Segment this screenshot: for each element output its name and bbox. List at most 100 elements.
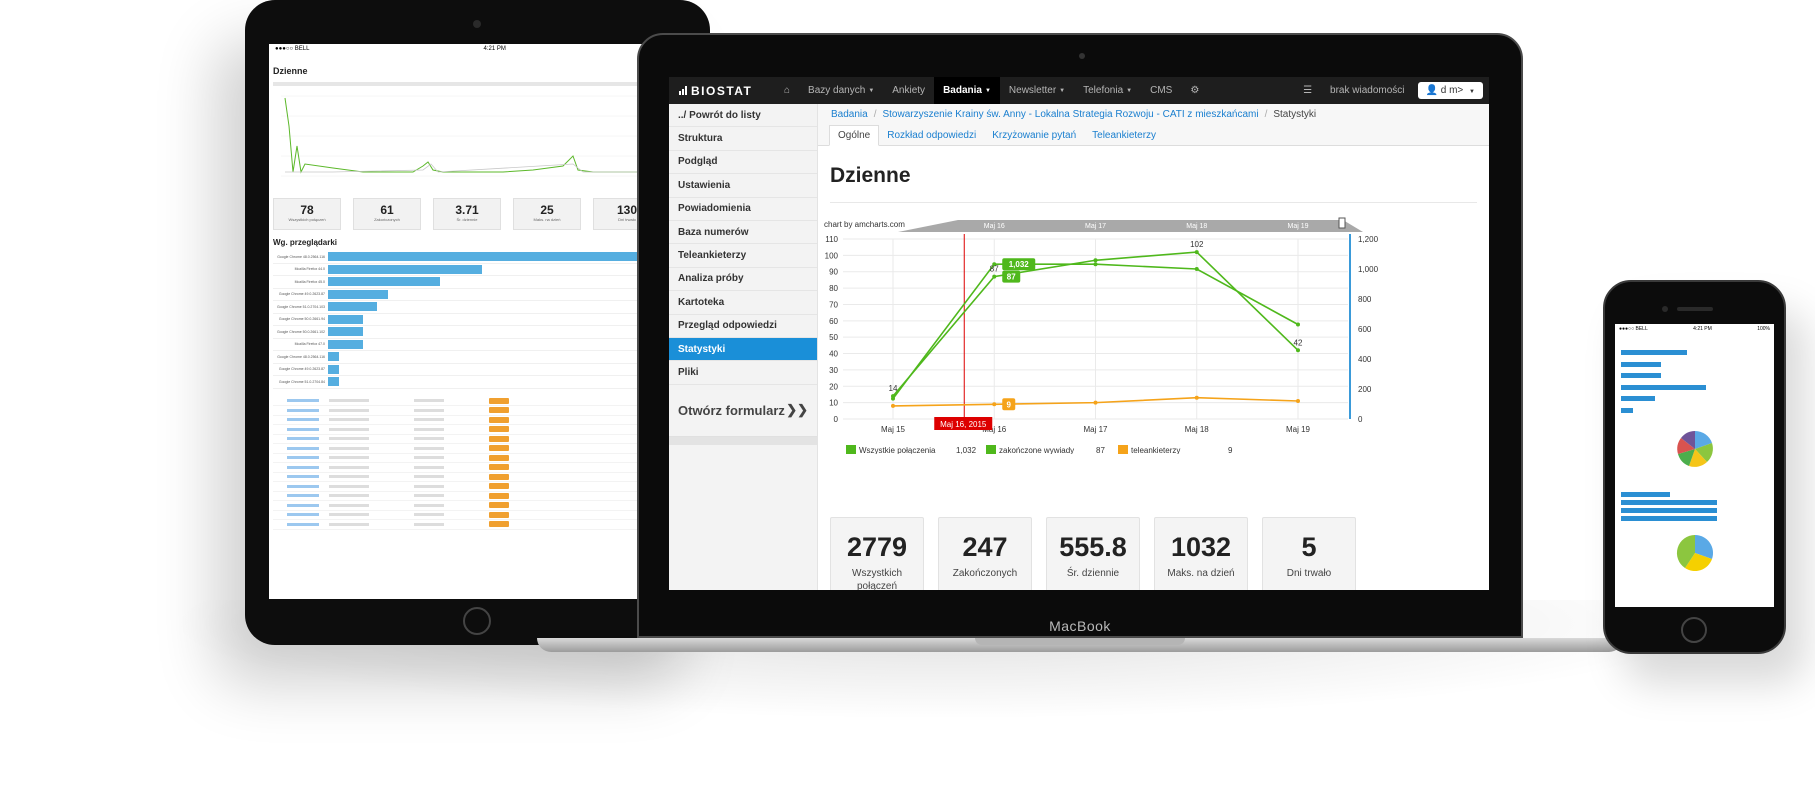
tab[interactable]: Rozkład odpowiedzi (887, 130, 977, 141)
stat-label: Śr. dziennie (1066, 568, 1120, 579)
tablet-bar-label: Google Chrome 49.0.2623.87 (278, 367, 325, 372)
nav-item-telefonia[interactable]: Telefonia ▼ (1074, 77, 1141, 104)
table-row (273, 482, 682, 492)
phone-speaker (1677, 307, 1713, 311)
table-cell[interactable] (287, 437, 319, 441)
tablet-home-button[interactable] (463, 607, 491, 635)
summary-stats: 2779 Wszystkich połączeń 247 Zakończonych … (830, 517, 1356, 590)
y-left-tick-label: 40 (829, 350, 838, 359)
tablet-chart-line (284, 97, 678, 174)
tab[interactable]: Ogólne (829, 125, 880, 146)
gear-icon[interactable]: ⚙ (1190, 85, 1200, 96)
tab[interactable]: Krzyżowanie pytań (992, 130, 1077, 141)
data-point (992, 274, 997, 279)
breadcrumb-link-studies[interactable]: Badania (831, 108, 868, 120)
biostat-logo[interactable]: BIOSTAT (669, 84, 775, 98)
sidebar-item[interactable]: Ustawienia (669, 174, 817, 198)
sidebar-item[interactable]: Kartoteka (669, 291, 817, 315)
table-cell[interactable] (287, 399, 319, 403)
daily-line-chart[interactable]: chart by amcharts.com Maj 16 Maj 17 Maj 18 M… (818, 214, 1489, 454)
table-cell[interactable] (287, 522, 319, 526)
page-title: Dzienne (830, 164, 911, 187)
table-cell (329, 494, 369, 498)
cursor-label: Maj 16, 2015 (940, 420, 987, 429)
home-icon[interactable]: ⌂ (784, 85, 791, 96)
sidebar-item[interactable]: Teleankieterzy (669, 244, 817, 268)
laptop-notch (975, 638, 1185, 645)
sidebar-item[interactable]: Statystyki (669, 337, 817, 362)
table-cell[interactable] (287, 427, 319, 431)
table-cell[interactable] (287, 465, 319, 469)
nav-item-label: Bazy danych (808, 85, 866, 96)
table-cell[interactable] (287, 513, 319, 517)
messages-link[interactable]: brak wiadomości (1330, 85, 1405, 96)
table-cell[interactable] (287, 408, 319, 412)
scrollbar-label: Maj 17 (1085, 223, 1106, 230)
tablet-bar-label: Mozilla Firefox 44.0 (294, 267, 325, 272)
hamburger-icon[interactable]: ☰ (1303, 85, 1313, 96)
chevron-down-icon: ▼ (1126, 87, 1133, 94)
stat-value: 1032 (1170, 532, 1232, 562)
stat-value: 555.8 (1059, 532, 1127, 562)
nav-item-badania[interactable]: Badania ▼ (934, 77, 1000, 104)
phone-bar (1621, 350, 1688, 355)
sidebar-item[interactable]: ../ Powrót do listy (669, 104, 817, 128)
tablet-bar (328, 352, 339, 362)
open-form-button[interactable]: Otwórz formularz ❯❯ (669, 385, 817, 437)
phone-bar (1621, 516, 1717, 521)
table-cell (489, 426, 509, 433)
table-cell[interactable] (287, 503, 319, 507)
nav-item-newsletter[interactable]: Newsletter ▼ (1000, 77, 1074, 104)
laptop-base (537, 638, 1623, 652)
tablet-chart-svg (281, 95, 678, 177)
stats-tabs: Ogólne Rozkład odpowiedzi Krzyżowanie pyta… (818, 124, 1489, 146)
table-cell (489, 521, 509, 528)
nav-item-ankiety[interactable]: Ankiety (883, 77, 934, 104)
table-cell[interactable] (287, 494, 319, 498)
data-point (992, 402, 997, 407)
y-right-tick-label: 400 (1358, 355, 1372, 364)
main-content: Badania / Stowarzyszenie Krainy św. Anny… (818, 104, 1489, 590)
tablet-bar-label: Google Chrome 49.0.2623.87 (278, 292, 325, 297)
table-row (273, 501, 682, 511)
nav-item-bazy-danych[interactable]: Bazy danych ▼ (799, 77, 883, 104)
nav-item-cms[interactable]: CMS (1141, 77, 1181, 104)
table-cell (329, 522, 369, 526)
table-cell (489, 445, 509, 452)
tablet-bar (328, 314, 363, 324)
table-cell[interactable] (287, 456, 319, 460)
phone-home-button[interactable] (1681, 617, 1707, 643)
table-row (273, 425, 682, 435)
table-cell[interactable] (287, 446, 319, 450)
sidebar-item[interactable]: Podgląd (669, 151, 817, 175)
nav-item-label: CMS (1150, 85, 1173, 96)
tablet-screen: ●●●○○ BELL 4:21 PM Dzienne 78 Wszystkich … (269, 44, 686, 599)
sidebar-item[interactable]: Struktura (669, 127, 817, 151)
sidebar-item[interactable]: Pliki (669, 361, 817, 385)
tablet-bar (328, 252, 678, 262)
tablet-bar-label: Google Chrome 48.0.2564.116 (277, 254, 325, 259)
sidebar-item[interactable]: Przegląd odpowiedzi (669, 315, 817, 338)
data-point (1296, 399, 1300, 403)
sidebar-item[interactable]: Powiadomienia (669, 198, 817, 221)
sidebar-item[interactable]: Baza numerów (669, 221, 817, 245)
x-tick-label: Maj 16 (982, 425, 1007, 434)
table-cell[interactable] (287, 475, 319, 479)
table-cell[interactable] (287, 418, 319, 422)
x-tick-label: Maj 15 (881, 425, 906, 434)
scrollbar-handle (1338, 217, 1346, 229)
chevron-down-icon: ▼ (1059, 87, 1066, 94)
y-left-tick-label: 0 (834, 415, 839, 424)
breadcrumb-link-project[interactable]: Stowarzyszenie Krainy św. Anny - Lokalna… (882, 108, 1259, 120)
stat-completed: 247 Zakończonych (938, 517, 1032, 590)
table-cell[interactable] (287, 484, 319, 488)
table-cell (329, 503, 369, 507)
x-tick-label: Maj 19 (1286, 425, 1311, 434)
y-right-tick-label: 1,200 (1358, 235, 1379, 244)
user-menu-button[interactable]: 👤 d m> ▼ (1417, 82, 1483, 99)
table-cell (489, 502, 509, 509)
table-row (273, 473, 682, 482)
sidebar-item[interactable]: Analiza próby (669, 268, 817, 292)
phone-bar-chart (1621, 350, 1768, 413)
tab[interactable]: Teleankieterzy (1092, 130, 1157, 141)
